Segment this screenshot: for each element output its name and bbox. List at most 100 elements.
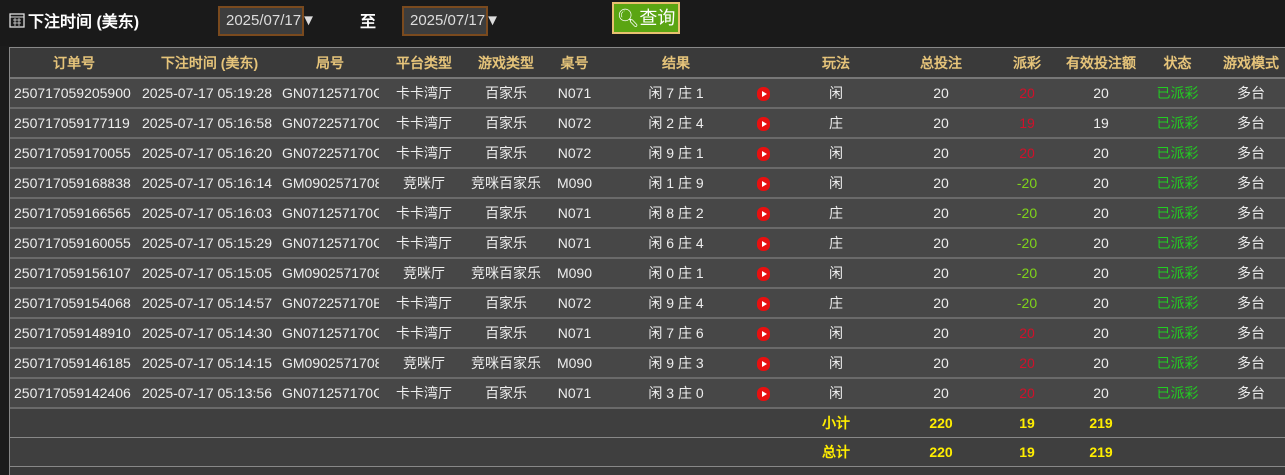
subtotal-cell	[281, 408, 379, 438]
play-video-icon[interactable]	[757, 357, 770, 372]
bet-table: 订单号 下注时间 (美东) 局号 平台类型 游戏类型 桌号 结果 玩法 总投注 派彩 有效投注额 状态…	[10, 48, 1285, 467]
subtotal-cell	[1216, 408, 1285, 438]
round-id-cell: GN071257170G3	[281, 378, 379, 409]
payout-cell: 20	[991, 318, 1063, 349]
payout-cell: 20	[991, 348, 1063, 379]
total-cell	[746, 437, 781, 467]
total-cell	[10, 437, 138, 467]
column-header	[746, 48, 781, 79]
play-video-icon[interactable]	[757, 207, 770, 222]
order-id-cell: 250717059170055	[10, 138, 138, 169]
game-type-cell: 竞咪百家乐	[469, 168, 543, 199]
video-cell	[746, 78, 781, 109]
order-id-cell: 250717059154068	[10, 288, 138, 319]
valid-bet-cell: 20	[1063, 258, 1139, 289]
result-cell: 闲 1 庄 9	[606, 168, 746, 199]
status-cell: 已派彩	[1139, 348, 1216, 379]
play-video-icon[interactable]	[757, 327, 770, 342]
video-cell	[746, 288, 781, 319]
order-id-cell: 250717059146185	[10, 348, 138, 379]
game-mode-cell: 多台	[1216, 258, 1285, 289]
valid-bet-cell: 20	[1063, 168, 1139, 199]
play-video-icon[interactable]	[757, 147, 770, 162]
game-mode-cell: 多台	[1216, 108, 1285, 139]
total-cell	[1216, 437, 1285, 467]
bet-time-cell: 2025-07-17 05:16:03	[138, 198, 281, 229]
round-id-cell: GN071257170G4	[281, 318, 379, 349]
table-row: 250717059148910 2025-07-17 05:14:30 GN0712…	[10, 318, 1285, 349]
bet-type-cell: 闲	[781, 78, 891, 109]
platform-cell: 竞咪厅	[379, 258, 469, 289]
end-date-select[interactable]: 2025/07/17▼	[402, 6, 500, 36]
subtotal-cell: 19	[991, 408, 1063, 438]
status-cell: 已派彩	[1139, 318, 1216, 349]
game-type-cell: 百家乐	[469, 78, 543, 109]
bet-type-cell: 闲	[781, 348, 891, 379]
total-cell: 219	[1063, 437, 1139, 467]
round-id-cell: GM0902571708N	[281, 168, 379, 199]
column-header: 派彩	[991, 48, 1063, 79]
column-header: 有效投注额	[1063, 48, 1139, 79]
column-header: 平台类型	[379, 48, 469, 79]
game-mode-cell: 多台	[1216, 78, 1285, 109]
table-id-cell: N072	[543, 138, 606, 169]
table-id-cell: N071	[543, 198, 606, 229]
total-cell: 总计	[781, 437, 891, 467]
total-cell	[469, 437, 543, 467]
bet-time-cell: 2025-07-17 05:19:28	[138, 78, 281, 109]
game-mode-cell: 多台	[1216, 198, 1285, 229]
total-cell	[138, 437, 281, 467]
column-header: 游戏类型	[469, 48, 543, 79]
round-id-cell: GM0902571708L	[281, 348, 379, 379]
valid-bet-cell: 20	[1063, 318, 1139, 349]
play-video-icon[interactable]	[757, 297, 770, 312]
order-id-cell: 250717059177119	[10, 108, 138, 139]
play-video-icon[interactable]	[757, 267, 770, 282]
table-id-cell: N072	[543, 108, 606, 139]
query-button[interactable]: 🔍︎查询	[612, 2, 680, 34]
play-video-icon[interactable]	[757, 117, 770, 132]
subtotal-cell	[606, 408, 746, 438]
game-type-cell: 百家乐	[469, 378, 543, 409]
table-id-cell: N071	[543, 228, 606, 259]
video-cell	[746, 228, 781, 259]
result-cell: 闲 2 庄 4	[606, 108, 746, 139]
table-id-cell: M090	[543, 348, 606, 379]
order-id-cell: 250717059148910	[10, 318, 138, 349]
play-video-icon[interactable]	[757, 387, 770, 402]
total-bet-cell: 20	[891, 318, 991, 349]
status-cell: 已派彩	[1139, 228, 1216, 259]
play-video-icon[interactable]	[757, 177, 770, 192]
table-id-cell: N071	[543, 78, 606, 109]
result-cell: 闲 0 庄 1	[606, 258, 746, 289]
platform-cell: 卡卡湾厅	[379, 288, 469, 319]
valid-bet-cell: 19	[1063, 108, 1139, 139]
result-cell: 闲 6 庄 4	[606, 228, 746, 259]
platform-cell: 卡卡湾厅	[379, 228, 469, 259]
total-bet-cell: 20	[891, 108, 991, 139]
column-header: 总投注	[891, 48, 991, 79]
table-row: 250717059146185 2025-07-17 05:14:15 GM0902…	[10, 348, 1285, 379]
play-video-icon[interactable]	[757, 237, 770, 252]
valid-bet-cell: 20	[1063, 348, 1139, 379]
total-bet-cell: 20	[891, 78, 991, 109]
table-id-cell: N072	[543, 288, 606, 319]
play-video-icon[interactable]	[757, 87, 770, 102]
order-id-cell: 250717059160055	[10, 228, 138, 259]
round-id-cell: GN072257170C2	[281, 108, 379, 139]
table-row: 250717059142406 2025-07-17 05:13:56 GN0712…	[10, 378, 1285, 409]
order-id-cell: 250717059142406	[10, 378, 138, 409]
table-row: 250717059168838 2025-07-17 05:16:14 GM0902…	[10, 168, 1285, 199]
table-row: 250717059166565 2025-07-17 05:16:03 GN0712…	[10, 198, 1285, 229]
result-cell: 闲 9 庄 4	[606, 288, 746, 319]
platform-cell: 卡卡湾厅	[379, 78, 469, 109]
table-id-cell: M090	[543, 168, 606, 199]
bet-type-cell: 闲	[781, 318, 891, 349]
result-cell: 闲 7 庄 6	[606, 318, 746, 349]
start-date-select[interactable]: 2025/07/17▼	[218, 6, 316, 36]
bet-time-cell: 2025-07-17 05:16:20	[138, 138, 281, 169]
video-cell	[746, 168, 781, 199]
round-id-cell: GN072257170BZ	[281, 288, 379, 319]
total-cell: 19	[991, 437, 1063, 467]
bet-time-cell: 2025-07-17 05:14:57	[138, 288, 281, 319]
